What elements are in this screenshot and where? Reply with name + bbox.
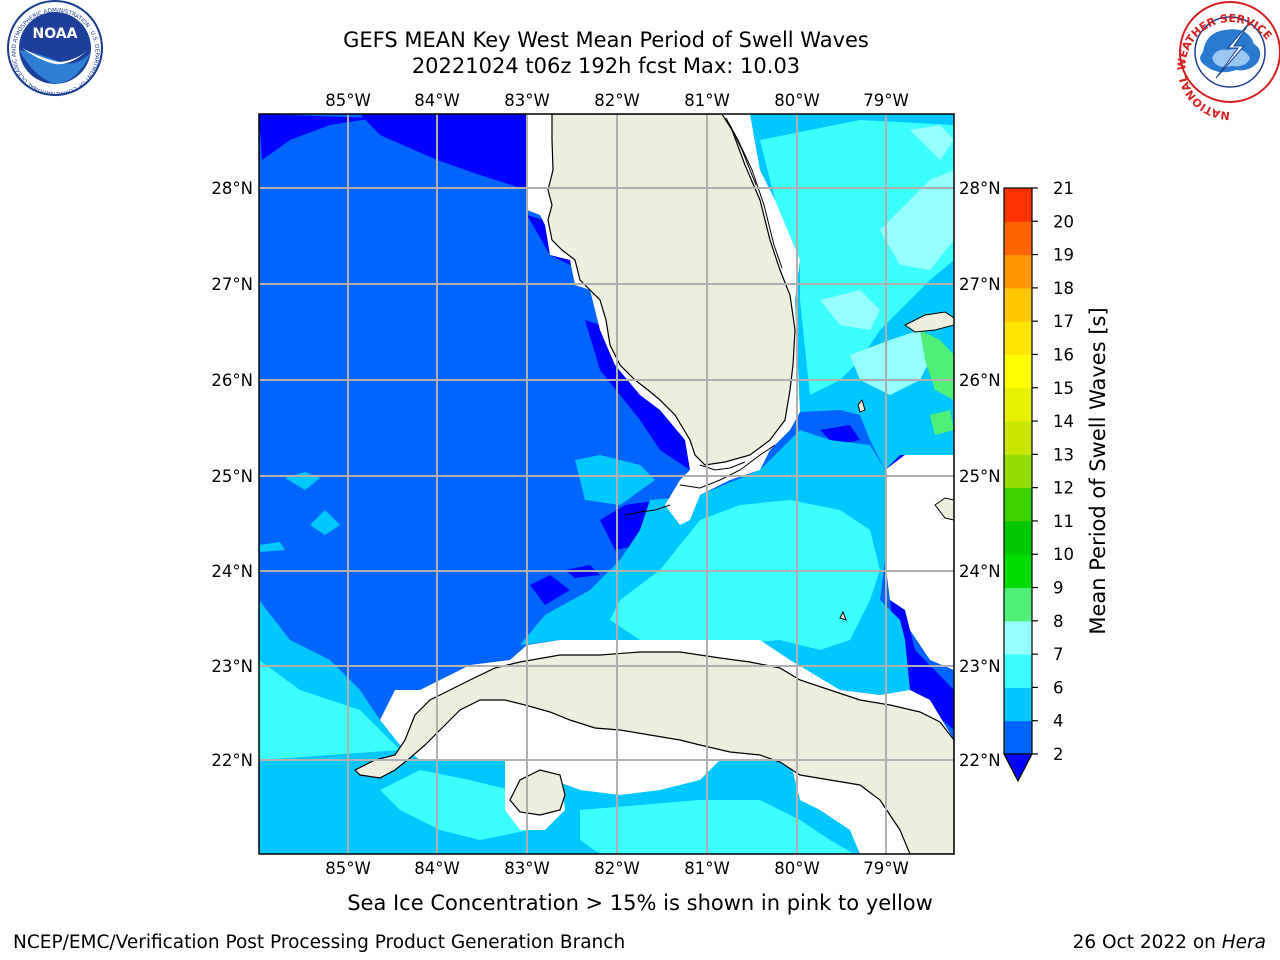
colorbar-tick-label: 2 <box>1053 745 1064 764</box>
colorbar-band <box>1004 454 1032 489</box>
colorbar-label: Mean Period of Swell Waves [s] <box>1086 307 1110 634</box>
colorbar-band <box>1004 221 1032 256</box>
lon-labels-top: 85°W 84°W 83°W 82°W 81°W 80°W 79°W <box>325 91 909 110</box>
map-subtitle: 20221024 t06z 192h fcst Max: 10.03 <box>411 54 801 78</box>
lat-label: 25°N <box>959 467 1001 486</box>
colorbar-tick-label: 4 <box>1053 712 1064 731</box>
colorbar-band <box>1004 287 1032 322</box>
colorbar-frame <box>1003 187 1033 755</box>
colorbar-tick-label: 19 <box>1053 246 1074 265</box>
colorbar-band <box>1004 554 1032 589</box>
lat-label: 26°N <box>211 371 253 390</box>
lat-label: 24°N <box>959 562 1001 581</box>
colorbar-band <box>1004 654 1032 688</box>
noaa-logo-text: NOAA <box>33 26 78 42</box>
colorbar-band <box>1004 188 1032 222</box>
colorbar-tick-label: 10 <box>1053 545 1074 564</box>
lon-label: 84°W <box>414 859 460 878</box>
colorbar-band <box>1004 620 1032 655</box>
lat-label: 27°N <box>959 275 1001 294</box>
lat-label: 24°N <box>211 562 253 581</box>
colorbar-tick-label: 11 <box>1053 512 1074 531</box>
map-panel <box>259 114 954 854</box>
colorbar-band <box>1004 387 1032 422</box>
lon-label: 85°W <box>325 859 371 878</box>
lat-labels-right: 28°N 27°N 26°N 25°N 24°N 23°N 22°N <box>959 179 1001 770</box>
host-name: Hera <box>1221 932 1266 953</box>
lat-label: 27°N <box>211 275 253 294</box>
lon-label: 84°W <box>414 91 460 110</box>
colorbar-tick-label: 17 <box>1053 312 1074 331</box>
noaa-logo: NOAA NATIONAL OCEANIC AND ATMOSPHERIC AD… <box>0 0 103 96</box>
land-florida <box>547 114 796 466</box>
land-bahamas <box>839 311 954 621</box>
lon-label: 80°W <box>774 859 820 878</box>
lat-label: 22°N <box>959 751 1001 770</box>
colorbar-band <box>1004 254 1032 289</box>
lat-label: 26°N <box>959 371 1001 390</box>
colorbar-tick-label: 18 <box>1053 279 1074 298</box>
lon-label: 81°W <box>684 859 730 878</box>
lat-label: 28°N <box>959 179 1001 198</box>
colorbar-tick-label: 20 <box>1053 212 1074 231</box>
lon-label: 79°W <box>863 859 909 878</box>
lon-label: 80°W <box>774 91 820 110</box>
colorbar-band <box>1004 587 1032 622</box>
generation-date: 26 Oct 2022 on Hera <box>1073 932 1266 953</box>
colorbar-tick-label: 14 <box>1053 412 1074 431</box>
map-frame <box>258 113 955 855</box>
colorbar-tick-label: 7 <box>1053 645 1064 664</box>
colorbar-band <box>1004 687 1032 722</box>
lon-label: 83°W <box>504 859 550 878</box>
map-grid <box>259 114 954 854</box>
colorbar-tick-label: 16 <box>1053 345 1074 364</box>
colorbar-band <box>1004 354 1032 389</box>
colorbar-bands <box>1004 188 1032 755</box>
lat-labels-left: 28°N 27°N 26°N 25°N 24°N 23°N 22°N <box>211 179 253 770</box>
lon-label: 83°W <box>504 91 550 110</box>
colorbar-under-triangle <box>1003 753 1033 783</box>
colorbar-tick-label: 15 <box>1053 379 1074 398</box>
lon-labels-bottom: 85°W 84°W 83°W 82°W 81°W 80°W 79°W <box>325 859 909 878</box>
sea-ice-note: Sea Ice Concentration > 15% is shown in … <box>347 891 933 915</box>
field-7-8 <box>820 125 954 395</box>
lat-label: 22°N <box>211 751 253 770</box>
map-title: GEFS MEAN Key West Mean Period of Swell … <box>343 28 869 52</box>
colorbar-band <box>1004 321 1032 355</box>
colorbar-tick-label: 12 <box>1053 479 1074 498</box>
nws-logo: NATIONAL WEATHER SERVICE <box>1175 1 1280 122</box>
lon-label: 85°W <box>325 91 371 110</box>
colorbar-tick-label: 21 <box>1053 179 1074 198</box>
lon-label: 82°W <box>594 91 640 110</box>
colorbar-tick-label: 9 <box>1053 579 1064 598</box>
colorbar-tick-label: 8 <box>1053 612 1064 631</box>
lon-label: 79°W <box>863 91 909 110</box>
colorbar-band <box>1004 520 1032 555</box>
credit-text: NCEP/EMC/Verification Post Processing Pr… <box>13 932 626 953</box>
colorbar-ticks: 2 4 6 7 8 9 10 11 12 13 14 15 16 17 18 19 20 21 <box>1032 179 1074 764</box>
lat-label: 23°N <box>211 657 253 676</box>
lat-label: 28°N <box>211 179 253 198</box>
colorbar: 2 4 6 7 8 9 10 11 12 13 14 15 16 17 18 19 20 21 Mean Peri… <box>1003 179 1110 783</box>
field-8-9 <box>920 330 954 435</box>
date-text: 26 Oct 2022 on <box>1072 932 1216 953</box>
lon-label: 82°W <box>594 859 640 878</box>
lat-label: 23°N <box>959 657 1001 676</box>
lon-label: 81°W <box>684 91 730 110</box>
colorbar-tick-label: 6 <box>1053 678 1064 697</box>
colorbar-band <box>1004 487 1032 522</box>
colorbar-band <box>1004 421 1032 455</box>
colorbar-tick-label: 13 <box>1053 445 1074 464</box>
lat-label: 25°N <box>211 467 253 486</box>
colorbar-band <box>1004 720 1032 755</box>
